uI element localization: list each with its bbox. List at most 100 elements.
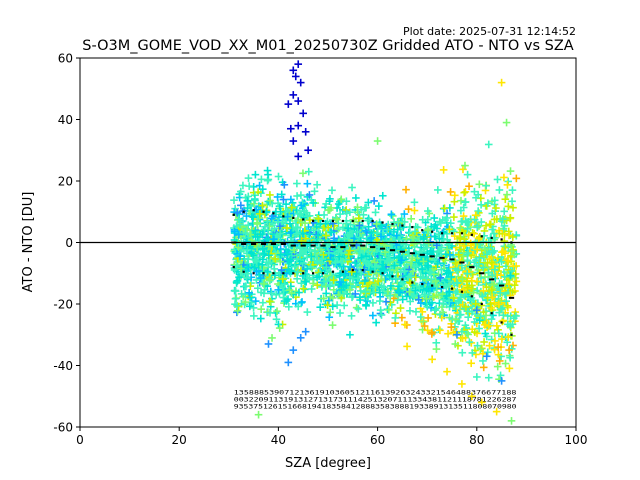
scatter-point: [352, 303, 361, 312]
scatter-point: [234, 243, 243, 252]
scatter-point: [506, 213, 515, 222]
scatter-point: [500, 207, 509, 216]
scatter-point: [451, 340, 460, 348]
scatter-point: [336, 210, 344, 218]
scatter-point: [313, 180, 321, 189]
scatter-point: [435, 234, 444, 243]
scatter-point: [503, 181, 512, 189]
scatter-point: [245, 182, 253, 190]
scatter-point: [274, 320, 283, 329]
scatter-point: [233, 308, 241, 317]
scatter-point: [494, 329, 503, 338]
scatter-point: [230, 196, 238, 204]
scatter-point: [484, 373, 493, 382]
scatter-point: [237, 201, 245, 210]
scatter-point: [244, 174, 253, 182]
scatter-point: [480, 338, 488, 346]
scatter-point: [259, 298, 267, 307]
scatter-point: [329, 236, 338, 245]
scatter-point: [424, 314, 432, 322]
scatter-point: [303, 308, 312, 316]
scatter-point: [494, 350, 503, 359]
scatter-point: [512, 277, 521, 286]
scatter-point: [404, 205, 413, 213]
scatter-point: [450, 232, 459, 240]
scatter-point: [416, 313, 425, 321]
scatter-point: [280, 180, 289, 189]
scatter-point: [256, 230, 265, 238]
scatter-point: [371, 208, 380, 217]
scatter-point: [410, 198, 419, 207]
scatter-point: [327, 228, 336, 237]
scatter-point: [485, 341, 494, 350]
scatter-point: [512, 231, 521, 240]
scatter-point: [287, 203, 296, 212]
scatter-point: [449, 227, 458, 236]
scatter-point: [384, 306, 393, 314]
scatter-point: [505, 364, 514, 373]
scatter-point: [464, 330, 472, 339]
scatter-point: [470, 229, 478, 238]
scatter-point: [503, 190, 511, 199]
scatter-point: [293, 179, 301, 188]
scatter-point: [299, 259, 307, 267]
scatter-point: [509, 203, 517, 212]
scatter-point: [473, 373, 481, 381]
scatter-point: [450, 197, 459, 206]
scatter-point: [508, 197, 516, 206]
scatter-point: [465, 338, 474, 346]
scatter-point: [293, 192, 301, 200]
scatter-point: [472, 350, 480, 359]
scatter-point: [410, 206, 419, 215]
scatter-point: [274, 172, 283, 181]
scatter-point: [268, 334, 276, 342]
scatter-point: [488, 225, 497, 234]
scatter-layer: [80, 60, 576, 425]
scatter-point: [450, 213, 458, 221]
scatter-point: [376, 306, 385, 314]
scatter-point: [403, 342, 411, 351]
scatter-point: [423, 326, 432, 335]
scatter-point: [463, 170, 472, 179]
scatter-point: [267, 298, 275, 306]
scatter-point: [445, 225, 454, 234]
scatter-point: [336, 309, 344, 317]
scatter-point: [457, 196, 465, 205]
scatter-point: [406, 306, 414, 315]
plot-area: 1358885390712136191036051211613926324332…: [53, 51, 587, 447]
scatter-point: [398, 313, 406, 322]
scatter-point: [400, 210, 409, 218]
scatter-point: [363, 297, 372, 305]
scatter-point: [410, 291, 419, 299]
scatter-point: [325, 206, 334, 214]
scatter-point: [500, 173, 508, 182]
scatter-point: [496, 371, 505, 380]
scatter-point: [490, 265, 499, 274]
scatter-point: [464, 292, 472, 301]
scatter-point: [249, 304, 258, 312]
scatter-point: [231, 204, 239, 213]
scatter-point: [275, 324, 284, 332]
scatter-point: [402, 185, 410, 194]
scatter-point: [352, 194, 360, 202]
scatter-point: [470, 187, 479, 196]
scatter-point: [483, 348, 492, 357]
scatter-point: [271, 255, 280, 263]
scatter-point: [495, 186, 504, 194]
scatter-point: [311, 237, 320, 246]
scatter-point: [393, 296, 402, 304]
plot-date: Plot date: 2025-07-31 12:14:52: [403, 25, 576, 38]
scatter-point: [401, 320, 409, 329]
scatter-point: [509, 341, 517, 350]
scatter-point: [337, 195, 346, 204]
scatter-point: [411, 227, 419, 236]
scatter-point: [467, 359, 475, 368]
scatter-point: [495, 357, 504, 365]
scatter-point: [439, 166, 448, 174]
scatter-point: [470, 318, 479, 326]
scatter-point: [351, 259, 359, 267]
scatter-point: [231, 294, 240, 303]
scatter-point: [451, 289, 460, 297]
scatter-point: [458, 348, 467, 357]
scatter-point: [294, 223, 302, 232]
